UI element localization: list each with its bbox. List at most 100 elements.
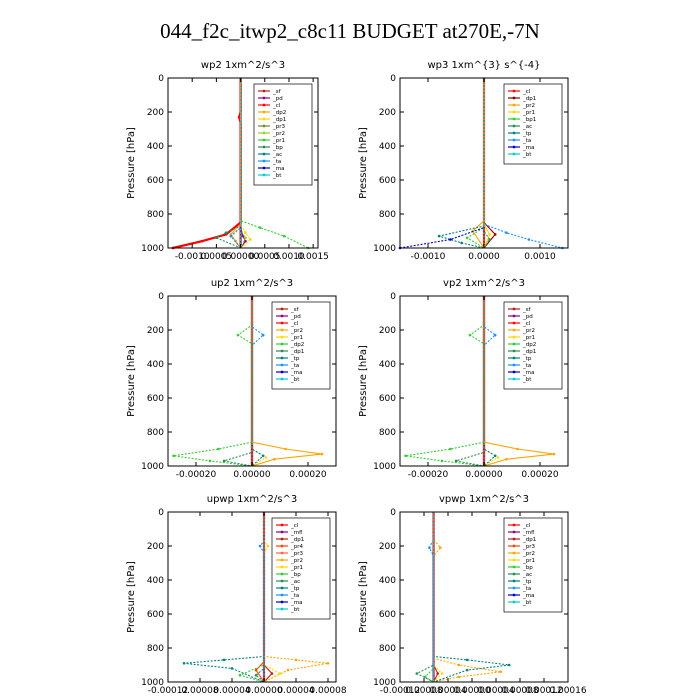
legend-marker — [512, 572, 516, 576]
data-point — [440, 672, 444, 675]
legend-label: _cl — [272, 103, 281, 109]
data-point — [258, 226, 262, 229]
legend-marker — [280, 335, 284, 339]
series-line — [238, 512, 265, 683]
series-line — [251, 296, 268, 467]
panel-title: wp3 1xm^{3} s^{-4} — [427, 60, 540, 71]
data-point — [449, 447, 452, 451]
legend-marker — [512, 544, 516, 548]
legend-label: _bt — [272, 173, 282, 179]
legend-label: _ma — [290, 600, 302, 606]
data-point — [200, 239, 204, 243]
legend-label: _cl — [522, 321, 531, 327]
y-tick-label: 1000 — [141, 462, 164, 472]
legend-label: _bp1 — [522, 117, 536, 123]
legend-marker — [280, 363, 284, 367]
data-point — [468, 333, 472, 337]
x-tick-label: 0.00000 — [465, 470, 502, 480]
y-tick-label: 200 — [379, 326, 396, 336]
data-point — [294, 658, 298, 662]
series-line — [173, 296, 253, 467]
legend-label: _tp — [290, 586, 300, 592]
legend-label: _bp — [290, 572, 301, 578]
series-line — [483, 296, 500, 467]
legend-marker — [280, 607, 284, 611]
legend-marker — [280, 530, 284, 534]
legend-marker — [512, 131, 516, 135]
data-point — [439, 546, 442, 549]
data-point — [244, 239, 247, 243]
legend-label: _pr1 — [290, 335, 303, 341]
legend-marker — [280, 544, 284, 548]
legend-marker — [512, 314, 516, 318]
panel-5: vpwp 1xm^2/s^3 Pressure [hPa] 0 200 400 600 80… — [358, 494, 587, 696]
x-tick-label: 0.00000 — [233, 470, 270, 480]
data-point — [488, 233, 491, 236]
legend-marker — [262, 96, 266, 100]
data-point — [244, 231, 247, 234]
legend-marker — [512, 349, 516, 353]
legend: _cl_mfl_dp1_pr3_pr2_pr1_bp_ac_tp_ta_ma_b… — [503, 517, 563, 613]
y-tick-label: 600 — [379, 394, 396, 404]
series-line — [415, 512, 435, 683]
legend-label: _bt — [522, 600, 532, 606]
data-point — [493, 233, 497, 236]
legend-marker — [280, 314, 284, 318]
data-point — [320, 452, 324, 456]
legend-marker — [512, 537, 516, 541]
y-tick-label: 600 — [147, 610, 164, 620]
y-tick-label: 1000 — [141, 244, 164, 254]
y-tick-label: 800 — [379, 210, 396, 220]
legend-label: _dp1 — [290, 537, 304, 543]
legend-label: _dp2 — [290, 342, 304, 348]
data-point — [254, 673, 258, 677]
legend-marker — [262, 173, 266, 177]
x-tick-label: -0.0010 — [175, 252, 210, 262]
legend-label: _pr3 — [522, 544, 536, 550]
legend-label: _pr1 — [522, 558, 535, 564]
legend-label: _ac — [522, 124, 532, 130]
legend-marker — [280, 537, 284, 541]
y-tick-label: 1000 — [373, 678, 396, 688]
data-point — [282, 234, 286, 238]
y-tick-label: 200 — [147, 108, 164, 118]
legend-label: _ac — [522, 572, 532, 578]
legend-marker — [512, 117, 516, 121]
series-line — [472, 78, 485, 249]
legend-marker — [512, 370, 516, 374]
plot-frame — [167, 511, 337, 683]
legend-marker — [280, 307, 284, 311]
legend-label: _cl — [522, 89, 531, 95]
data-point — [415, 672, 419, 675]
legend-marker — [512, 145, 516, 149]
y-tick-label: 400 — [379, 360, 396, 370]
legend: _cl_mfl_dp1_pr4_pr3_pr2_pr1_bp_ac_tp_ta_… — [271, 517, 331, 620]
data-point — [238, 673, 242, 677]
data-point — [264, 456, 268, 459]
y-tick-label: 200 — [379, 542, 396, 552]
y-tick-label: 0 — [158, 292, 164, 302]
data-point — [224, 231, 228, 234]
series-line — [483, 78, 491, 249]
legend-label: _pd — [522, 314, 533, 320]
legend-label: _pd — [290, 314, 301, 320]
legend-marker — [512, 600, 516, 604]
legend: _sf_pd_cl_pr2_pr1_dp2_dp1_tp_ta_ma_bt — [503, 301, 563, 390]
x-tick-label: 0.00000 — [245, 686, 282, 696]
panel-title: wp2 1xm^2/s^3 — [201, 60, 285, 71]
data-point — [215, 236, 218, 240]
x-tick-label: 0.00000 — [453, 686, 490, 696]
legend-label: _dp1 — [290, 349, 304, 355]
panel-4: upwp 1xm^2/s^3 Pressure [hPa] 0 200 400 600 80… — [126, 494, 347, 696]
legend-marker — [280, 579, 284, 583]
legend-marker — [512, 124, 516, 128]
data-point — [449, 238, 452, 241]
legend-marker — [512, 138, 516, 142]
data-point — [261, 454, 265, 458]
y-tick-label: 400 — [379, 576, 396, 586]
legend-marker — [280, 321, 284, 325]
legend-marker — [262, 117, 266, 121]
legend-marker — [512, 89, 516, 93]
y-tick-label: 400 — [147, 360, 164, 370]
legend-marker — [280, 356, 284, 360]
